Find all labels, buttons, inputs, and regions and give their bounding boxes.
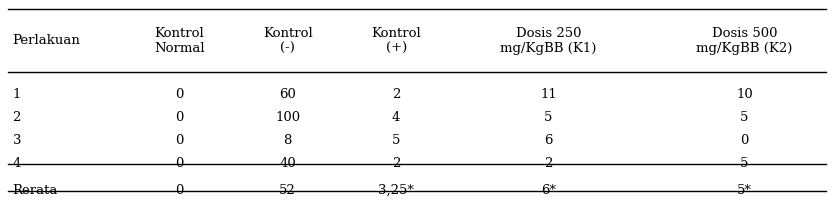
Text: 5: 5	[544, 111, 553, 124]
Text: 5*: 5*	[737, 184, 751, 197]
Text: Dosis 250
mg/KgBB (K1): Dosis 250 mg/KgBB (K1)	[500, 27, 596, 54]
Text: 6*: 6*	[541, 184, 555, 197]
Text: 11: 11	[540, 88, 557, 101]
Text: 2: 2	[544, 157, 553, 170]
Text: Kontrol
Normal: Kontrol Normal	[154, 27, 204, 54]
Text: 0: 0	[175, 111, 183, 124]
Text: 52: 52	[279, 184, 296, 197]
Text: Dosis 500
mg/KgBB (K2): Dosis 500 mg/KgBB (K2)	[696, 27, 792, 54]
Text: 6: 6	[544, 134, 553, 147]
Text: 4: 4	[13, 157, 21, 170]
Text: Perlakuan: Perlakuan	[13, 34, 80, 47]
Text: 2: 2	[392, 157, 400, 170]
Text: 4: 4	[392, 111, 400, 124]
Text: 10: 10	[736, 88, 753, 101]
Text: 0: 0	[175, 184, 183, 197]
Text: 0: 0	[740, 134, 749, 147]
Text: 2: 2	[392, 88, 400, 101]
Text: 5: 5	[740, 111, 749, 124]
Text: 2: 2	[13, 111, 21, 124]
Text: Kontrol
(+): Kontrol (+)	[371, 27, 421, 54]
Text: 8: 8	[284, 134, 292, 147]
Text: Kontrol
(-): Kontrol (-)	[263, 27, 313, 54]
Text: 100: 100	[275, 111, 300, 124]
Text: 0: 0	[175, 88, 183, 101]
Text: 3,25*: 3,25*	[378, 184, 414, 197]
Text: 0: 0	[175, 134, 183, 147]
Text: 5: 5	[740, 157, 749, 170]
Text: 40: 40	[279, 157, 296, 170]
Text: 5: 5	[392, 134, 400, 147]
Text: 3: 3	[13, 134, 21, 147]
Text: 1: 1	[13, 88, 21, 101]
Text: 60: 60	[279, 88, 296, 101]
Text: 0: 0	[175, 157, 183, 170]
Text: Rerata: Rerata	[13, 184, 58, 197]
